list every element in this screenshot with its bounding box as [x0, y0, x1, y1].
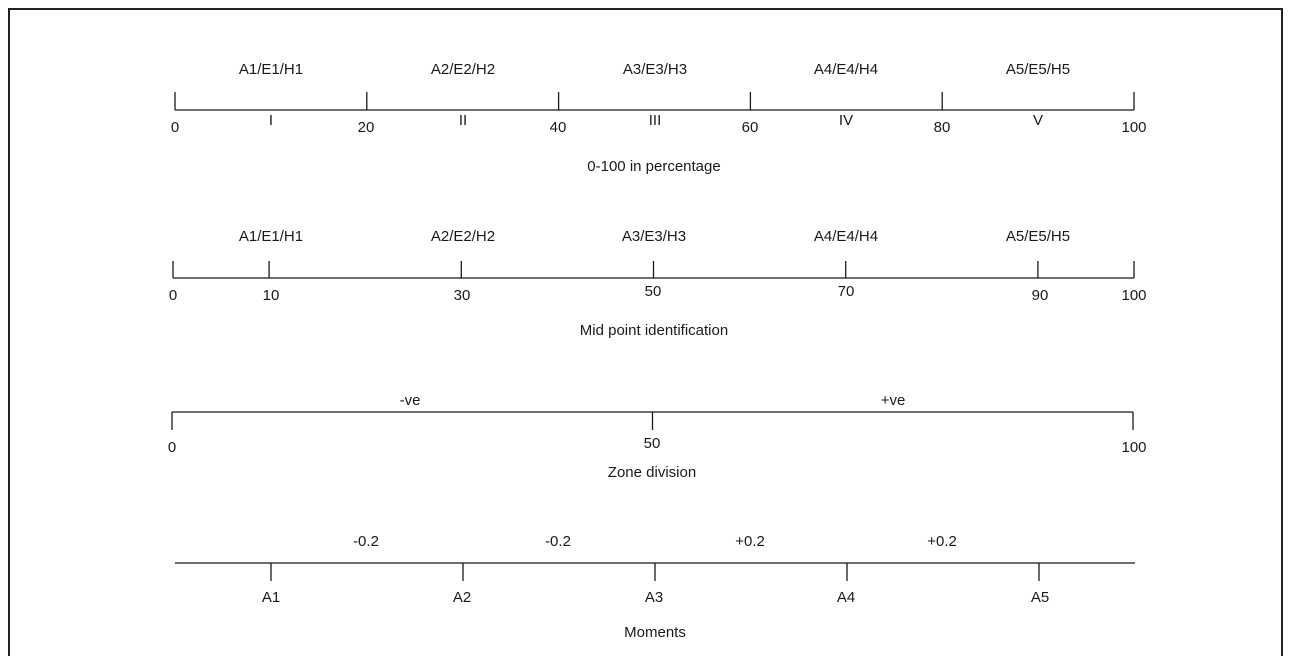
moment-label-1: -0.2	[353, 533, 379, 550]
tick-label-100: 100	[1121, 287, 1146, 304]
bracket-label-1: A1/E1/H1	[239, 228, 303, 245]
zone-caption: Zone division	[608, 464, 696, 481]
bracket-label-5: A5/E5/H5	[1006, 228, 1070, 245]
segment-label-1: I	[269, 112, 273, 129]
tick-label-100: 100	[1121, 119, 1146, 136]
tick-label-20: 20	[358, 119, 375, 136]
moment-label-3: +0.2	[735, 533, 765, 550]
midpoint-caption: Mid point identification	[580, 322, 728, 339]
anchor-label-a1: A1	[262, 589, 280, 606]
tick-label-40: 40	[550, 119, 567, 136]
tick-label-80: 80	[934, 119, 951, 136]
bracket-label-3: A3/E3/H3	[623, 61, 687, 78]
moment-label-4: +0.2	[927, 533, 957, 550]
bracket-label-3: A3/E3/H3	[622, 228, 686, 245]
midpoint-scale: A1/E1/H1 A2/E2/H2 A3/E3/H3 A4/E4/H4 A5/E…	[169, 228, 1147, 339]
bracket-label-5: A5/E5/H5	[1006, 61, 1070, 78]
diagram-border	[8, 8, 1283, 656]
tick-label-30: 30	[454, 287, 471, 304]
segment-label-3: III	[649, 112, 662, 129]
segment-label-2: II	[459, 112, 467, 129]
bracket-label-2: A2/E2/H2	[431, 228, 495, 245]
negative-zone-label: -ve	[400, 392, 421, 409]
bracket-label-1: A1/E1/H1	[239, 61, 303, 78]
tick-label-70: 70	[838, 283, 855, 300]
anchor-label-a5: A5	[1031, 589, 1049, 606]
moment-label-2: -0.2	[545, 533, 571, 550]
segment-label-4: IV	[839, 112, 853, 129]
tick-label-0: 0	[171, 119, 179, 136]
percentage-caption: 0-100 in percentage	[587, 158, 720, 175]
tick-label-0: 0	[169, 287, 177, 304]
tick-label-100: 100	[1121, 439, 1146, 456]
moments-scale: -0.2 -0.2 +0.2 +0.2 A1 A2 A3 A4 A5 Momen…	[175, 533, 1135, 641]
tick-label-50: 50	[644, 435, 661, 452]
percentage-scale: A1/E1/H1 A2/E2/H2 A3/E3/H3 A4/E4/H4 A5/E…	[171, 61, 1147, 175]
tick-label-0: 0	[168, 439, 176, 456]
tick-label-50: 50	[645, 283, 662, 300]
bracket-label-2: A2/E2/H2	[431, 61, 495, 78]
tick-label-90: 90	[1032, 287, 1049, 304]
tick-label-60: 60	[742, 119, 759, 136]
zone-scale: -ve +ve 0 50 100 Zone division	[168, 392, 1147, 481]
segment-label-5: V	[1033, 112, 1043, 129]
tick-label-10: 10	[263, 287, 280, 304]
positive-zone-label: +ve	[881, 392, 906, 409]
anchor-label-a2: A2	[453, 589, 471, 606]
anchor-label-a3: A3	[645, 589, 663, 606]
bracket-label-4: A4/E4/H4	[814, 228, 878, 245]
anchor-label-a4: A4	[837, 589, 855, 606]
bracket-label-4: A4/E4/H4	[814, 61, 878, 78]
moments-caption: Moments	[624, 624, 686, 641]
